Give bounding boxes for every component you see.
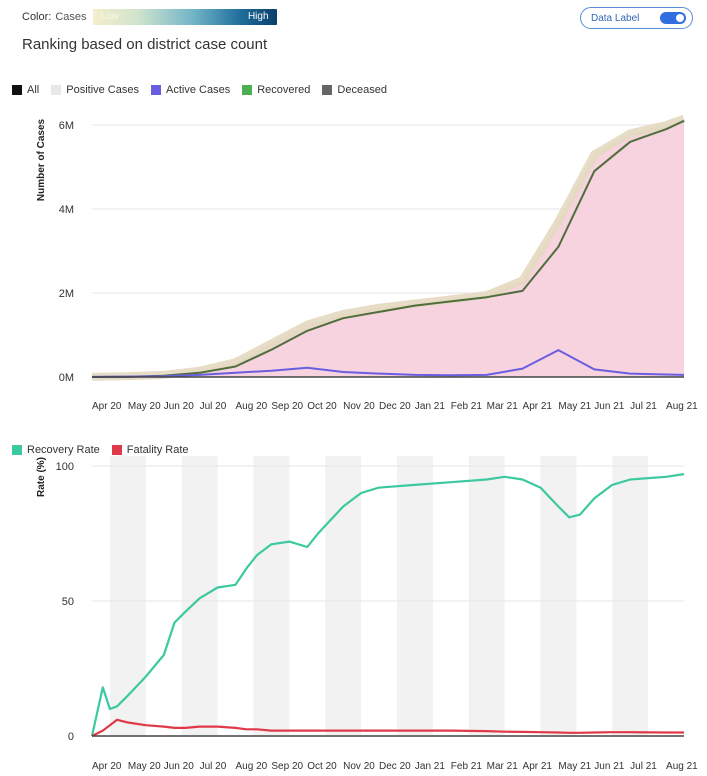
month-band [181, 456, 218, 736]
x-tick-label: Aug 21 [666, 761, 698, 772]
series-halo-positive-cases [91, 114, 686, 381]
ranking-caption: Ranking based on district case count [22, 36, 268, 53]
x-tick-label: Nov 20 [343, 401, 375, 412]
x-tick-label: Jun 21 [594, 401, 624, 412]
y-tick-label: 50 [62, 596, 74, 608]
y-tick-label: 6M [59, 120, 74, 132]
x-tick-label: Nov 20 [343, 761, 375, 772]
series-line-recovery-rate [90, 473, 685, 737]
legend-swatch [322, 85, 333, 95]
legend-label: Active Cases [166, 84, 231, 96]
x-tick-label: Apr 20 [92, 401, 122, 412]
color-metric-select[interactable]: Cases [55, 11, 87, 23]
month-band [253, 456, 290, 736]
legend-item-active-cases[interactable]: Active Cases [151, 84, 230, 96]
month-band [468, 456, 505, 736]
x-tick-label: May 21 [558, 401, 591, 412]
cases-chart-legend: All Positive Cases Active Cases Recovered De… [12, 84, 399, 96]
series-area-positive-cases [92, 118, 684, 377]
color-prefix-label: Color: [22, 11, 52, 23]
x-tick-label: May 20 [128, 761, 161, 772]
y-tick-label: 100 [56, 461, 74, 473]
legend-swatch [111, 445, 122, 455]
series-line-active-cases [91, 349, 685, 378]
x-tick-label: Feb 21 [451, 401, 483, 412]
x-tick-label: Aug 20 [236, 761, 268, 772]
x-tick-label: Jan 21 [415, 761, 445, 772]
x-tick-label: Mar 21 [487, 761, 519, 772]
x-tick-label: Oct 20 [307, 401, 337, 412]
legend-swatch [151, 85, 161, 95]
x-tick-label: Jun 21 [594, 761, 624, 772]
legend-item-recovered[interactable]: Recovered [242, 84, 310, 96]
x-tick-label: Apr 20 [92, 761, 122, 772]
month-band [612, 456, 649, 736]
x-tick-label: Dec 20 [379, 401, 411, 412]
x-tick-label: Feb 21 [451, 761, 483, 772]
legend-swatch [12, 85, 22, 95]
legend-swatch [242, 85, 253, 95]
month-band [540, 456, 577, 736]
legend-item-all[interactable]: All [12, 84, 39, 96]
x-tick-label: Apr 21 [523, 761, 553, 772]
x-tick-label: Apr 21 [523, 401, 553, 412]
month-band [325, 456, 362, 736]
y-axis-label: Rate (%) [36, 457, 47, 497]
x-tick-label: Dec 20 [379, 761, 411, 772]
legend-label: Deceased [337, 84, 387, 96]
y-axis-label: Number of Cases [36, 118, 47, 201]
month-band [396, 456, 433, 736]
y-tick-label: 2M [59, 288, 74, 300]
toggle-label: Data Label [591, 12, 640, 24]
legend-item-deceased[interactable]: Deceased [322, 84, 387, 96]
series-line-fatality-rate [91, 718, 684, 737]
color-gradient-bar: Low High [92, 9, 277, 25]
x-tick-label: Jun 20 [164, 761, 194, 772]
x-tick-label: Sep 20 [271, 401, 303, 412]
y-tick-label: 0 [68, 731, 74, 743]
legend-label: All [27, 84, 40, 96]
y-tick-label: 4M [59, 204, 74, 216]
legend-label: Positive Cases [66, 84, 139, 96]
y-tick-label: 0M [59, 372, 74, 384]
legend-label: Recovered [257, 84, 311, 96]
x-tick-label: Jul 20 [200, 761, 227, 772]
legend-item-fatality-rate[interactable]: Fatality Rate [111, 444, 189, 456]
toggle-switch[interactable] [660, 12, 686, 24]
x-tick-label: Jul 21 [630, 401, 657, 412]
series-line-recovered [91, 119, 685, 378]
x-tick-label: May 21 [558, 761, 591, 772]
gradient-high-label: High [247, 11, 269, 22]
x-tick-label: May 20 [128, 401, 161, 412]
legend-label: Fatality Rate [126, 444, 189, 456]
color-scale-legend: Color: Cases Low High [22, 8, 277, 26]
rate-line-chart: 0 50 100 Rate (%) Apr 20 May 20 Jun 20 Jul 20 Au… [36, 456, 698, 772]
legend-item-positive-cases[interactable]: Positive Cases [51, 84, 139, 96]
toggle-knob [676, 14, 684, 22]
x-tick-label: Sep 20 [271, 761, 303, 772]
x-tick-label: Jun 20 [164, 401, 194, 412]
x-tick-label: Jul 21 [630, 761, 657, 772]
gradient-low-label: Low [100, 11, 119, 22]
legend-swatch [12, 445, 22, 455]
legend-item-recovery-rate[interactable]: Recovery Rate [12, 444, 100, 456]
x-tick-label: Aug 21 [666, 401, 698, 412]
rate-chart-legend: Recovery Rate Fatality Rate [12, 444, 201, 456]
x-tick-label: Jul 20 [200, 401, 227, 412]
month-band [109, 456, 146, 736]
x-tick-label: Jan 21 [415, 401, 445, 412]
data-label-toggle[interactable]: Data Label [580, 7, 693, 29]
x-tick-label: Mar 21 [487, 401, 519, 412]
map-controls: Color: Cases Low High Ranking based on d… [0, 0, 707, 62]
legend-label: Recovery Rate [27, 444, 100, 456]
legend-swatch [51, 85, 62, 95]
x-tick-label: Aug 20 [236, 401, 268, 412]
x-tick-label: Oct 20 [307, 761, 337, 772]
